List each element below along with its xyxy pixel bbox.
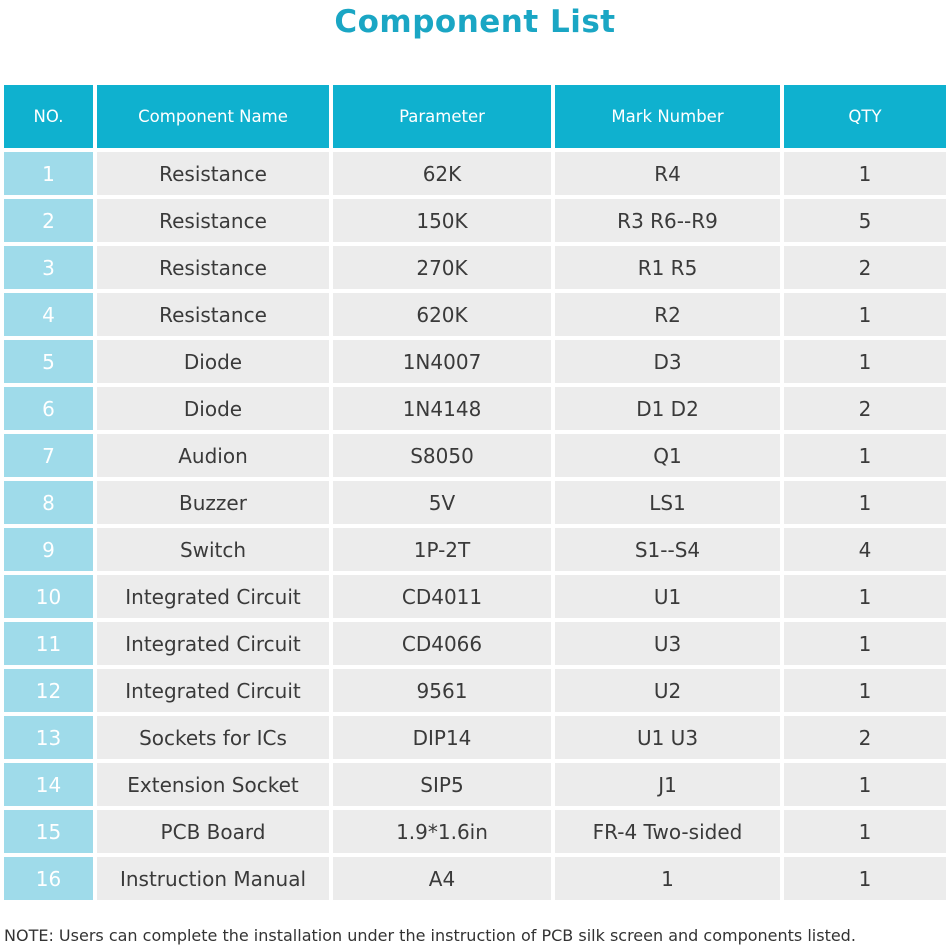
cell-component-name: Integrated Circuit [97,575,329,618]
cell-parameter: CD4066 [333,622,551,665]
cell-mark-number: U1 U3 [555,716,780,759]
cell-qty: 1 [784,622,946,665]
header-mark-number: Mark Number [555,85,780,148]
cell-qty: 2 [784,716,946,759]
cell-number: 7 [4,434,93,477]
cell-qty: 1 [784,763,946,806]
cell-number: 9 [4,528,93,571]
cell-qty: 1 [784,340,946,383]
cell-parameter: 1N4007 [333,340,551,383]
cell-component-name: Diode [97,340,329,383]
cell-mark-number: U3 [555,622,780,665]
cell-parameter: CD4011 [333,575,551,618]
cell-qty: 5 [784,199,946,242]
cell-number: 12 [4,669,93,712]
cell-parameter: S8050 [333,434,551,477]
cell-number: 13 [4,716,93,759]
cell-mark-number: U1 [555,575,780,618]
cell-component-name: Resistance [97,152,329,195]
cell-qty: 1 [784,481,946,524]
cell-mark-number: R4 [555,152,780,195]
cell-number: 14 [4,763,93,806]
cell-component-name: Instruction Manual [97,857,329,900]
cell-component-name: PCB Board [97,810,329,853]
cell-number: 10 [4,575,93,618]
cell-mark-number: R1 R5 [555,246,780,289]
cell-parameter: 1N4148 [333,387,551,430]
cell-parameter: DIP14 [333,716,551,759]
page-title: Component List [334,4,616,40]
header-number: NO. [4,85,93,148]
cell-number: 4 [4,293,93,336]
footer-note: NOTE: Users can complete the installatio… [4,926,856,945]
cell-component-name: Switch [97,528,329,571]
cell-qty: 1 [784,434,946,477]
cell-component-name: Resistance [97,293,329,336]
cell-parameter: 150K [333,199,551,242]
cell-number: 15 [4,810,93,853]
cell-component-name: Integrated Circuit [97,669,329,712]
cell-mark-number: LS1 [555,481,780,524]
cell-mark-number: J1 [555,763,780,806]
cell-component-name: Diode [97,387,329,430]
cell-qty: 1 [784,575,946,618]
cell-number: 1 [4,152,93,195]
cell-component-name: Sockets for ICs [97,716,329,759]
cell-mark-number: D3 [555,340,780,383]
cell-qty: 4 [784,528,946,571]
cell-number: 16 [4,857,93,900]
cell-parameter: 62K [333,152,551,195]
cell-qty: 1 [784,857,946,900]
header-parameter: Parameter [333,85,551,148]
cell-number: 11 [4,622,93,665]
cell-parameter: 1.9*1.6in [333,810,551,853]
cell-number: 5 [4,340,93,383]
cell-qty: 1 [784,810,946,853]
cell-mark-number: U2 [555,669,780,712]
cell-component-name: Resistance [97,246,329,289]
header-component-name: Component Name [97,85,329,148]
cell-number: 2 [4,199,93,242]
cell-parameter: 5V [333,481,551,524]
cell-parameter: A4 [333,857,551,900]
cell-mark-number: Q1 [555,434,780,477]
cell-parameter: 620K [333,293,551,336]
cell-component-name: Integrated Circuit [97,622,329,665]
cell-number: 8 [4,481,93,524]
cell-mark-number: 1 [555,857,780,900]
component-table: NO. Component Name Parameter Mark Number… [4,85,946,900]
cell-qty: 1 [784,293,946,336]
cell-mark-number: FR-4 Two-sided [555,810,780,853]
cell-parameter: 270K [333,246,551,289]
cell-qty: 1 [784,669,946,712]
cell-qty: 2 [784,246,946,289]
cell-mark-number: D1 D2 [555,387,780,430]
cell-component-name: Audion [97,434,329,477]
cell-qty: 2 [784,387,946,430]
cell-component-name: Extension Socket [97,763,329,806]
cell-mark-number: R2 [555,293,780,336]
cell-mark-number: S1--S4 [555,528,780,571]
cell-parameter: 1P-2T [333,528,551,571]
cell-number: 3 [4,246,93,289]
cell-mark-number: R3 R6--R9 [555,199,780,242]
header-qty: QTY [784,85,946,148]
cell-component-name: Buzzer [97,481,329,524]
cell-number: 6 [4,387,93,430]
cell-component-name: Resistance [97,199,329,242]
cell-parameter: 9561 [333,669,551,712]
cell-parameter: SIP5 [333,763,551,806]
cell-qty: 1 [784,152,946,195]
